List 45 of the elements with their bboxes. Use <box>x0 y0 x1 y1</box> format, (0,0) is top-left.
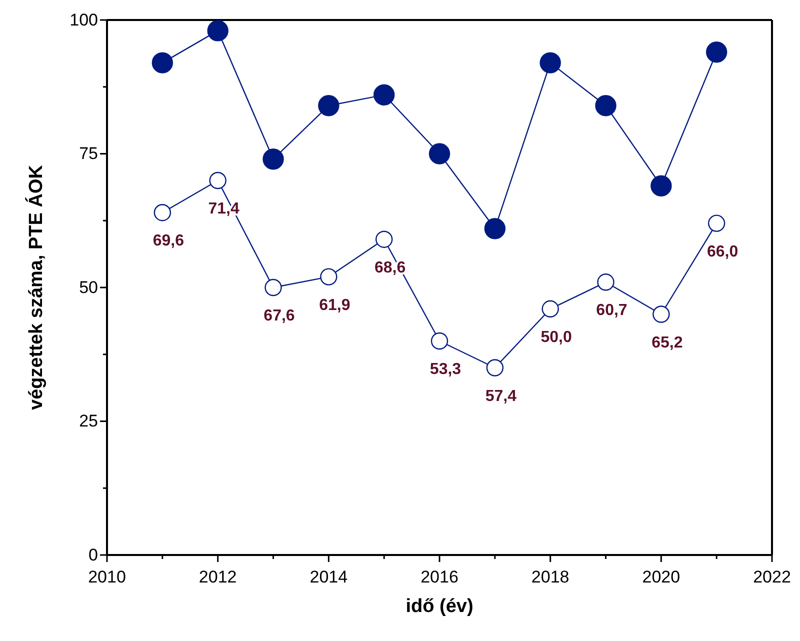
y-tick-label: 25 <box>79 412 98 431</box>
point <box>540 52 561 74</box>
y-tick-label: 75 <box>79 144 98 164</box>
annotation: 69,6 <box>152 232 184 250</box>
x-tick-label: 2010 <box>88 568 126 587</box>
y-tick-label: 50 <box>79 278 98 297</box>
x-tick-label: 2016 <box>420 568 458 587</box>
point <box>154 204 172 222</box>
x-tick-label: 2022 <box>753 568 791 587</box>
annotation: 60,7 <box>596 302 628 320</box>
point <box>373 84 395 106</box>
point <box>595 95 616 116</box>
annotation: 57,4 <box>485 388 517 405</box>
point <box>207 20 228 42</box>
point <box>597 274 614 291</box>
point <box>430 332 448 350</box>
point <box>320 268 338 286</box>
x-tick-label: 2020 <box>642 568 680 587</box>
annotation: 67,6 <box>264 308 295 324</box>
point <box>209 172 226 190</box>
x-tick-label: 2018 <box>531 568 570 587</box>
point <box>152 52 174 74</box>
annotation: 61,9 <box>319 296 350 314</box>
point <box>262 148 284 170</box>
point <box>318 95 340 116</box>
point <box>264 278 282 296</box>
point <box>708 214 726 232</box>
y-axis-title: végzettek száma, PTE ÁOK <box>25 164 47 410</box>
point <box>484 218 506 240</box>
annotation: 66,0 <box>707 243 738 260</box>
x-tick-label: 2012 <box>198 568 237 587</box>
y-tick-label: 100 <box>70 10 98 30</box>
annotation: 50,0 <box>540 328 572 346</box>
point <box>428 143 450 164</box>
annotation: 65,2 <box>652 334 683 352</box>
point <box>650 175 672 196</box>
point <box>486 359 504 376</box>
x-tick-label: 2014 <box>310 568 348 587</box>
point <box>652 306 670 323</box>
annotation: 53,3 <box>430 361 462 378</box>
point <box>542 300 559 318</box>
x-axis-title: idő (év) <box>406 596 474 617</box>
point <box>706 42 728 63</box>
y-tick-label: 0 <box>88 545 98 564</box>
point <box>375 230 393 248</box>
